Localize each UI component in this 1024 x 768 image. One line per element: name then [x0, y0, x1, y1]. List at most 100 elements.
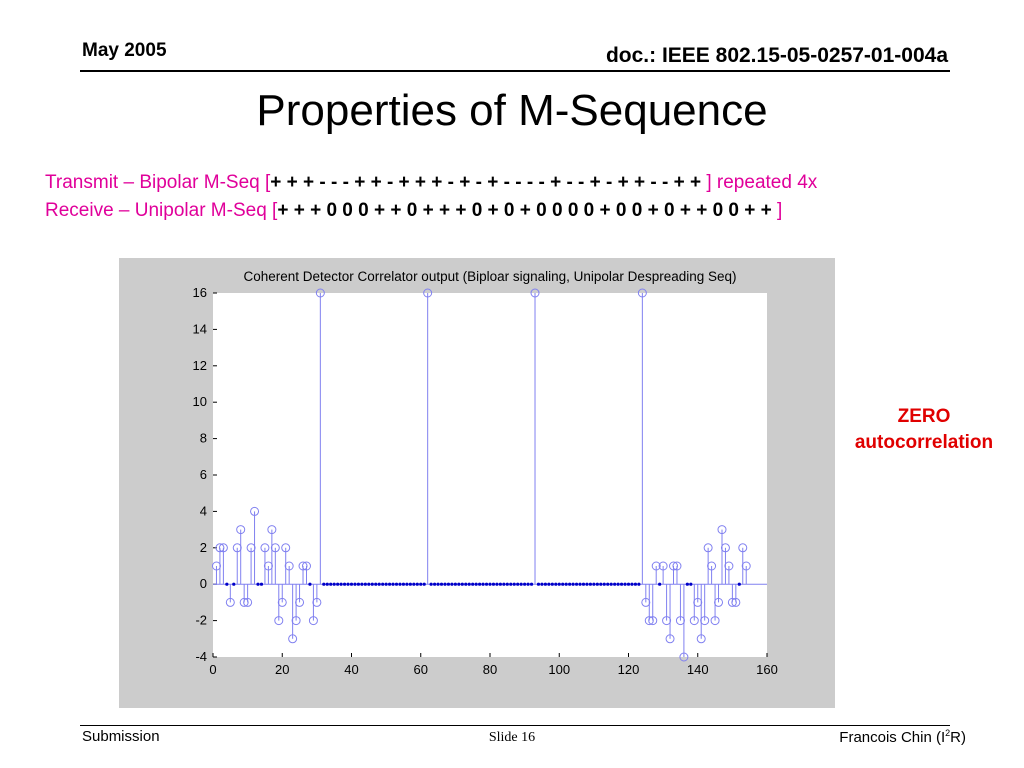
- stem-marker: [717, 525, 727, 535]
- stem-marker-zero: [588, 582, 593, 586]
- stem-marker: [281, 543, 291, 553]
- stem-marker: [267, 525, 277, 535]
- stem-marker-zero: [353, 582, 357, 586]
- stem-marker-zero: [339, 582, 343, 586]
- stem-marker: [301, 561, 311, 571]
- stem-marker-zero: [616, 582, 620, 586]
- stem-marker-zero: [609, 582, 613, 586]
- stem-marker-zero: [412, 582, 416, 586]
- stem-marker-zero: [401, 582, 406, 586]
- stem-marker-zero: [488, 582, 492, 586]
- stem-marker-zero: [429, 582, 433, 586]
- stem-marker-zero: [502, 582, 506, 586]
- stem-marker: [689, 616, 699, 626]
- stem-marker-zero: [505, 582, 509, 586]
- stem-marker-zero: [367, 582, 371, 586]
- stem-marker-zero: [453, 582, 457, 586]
- transmit-sequence: + + + - - - + + - + + + - + - + - - - - …: [270, 172, 702, 193]
- stem-marker-zero: [526, 582, 530, 586]
- stem-marker-zero: [595, 582, 599, 586]
- stem-marker-zero: [529, 582, 534, 586]
- stem-marker: [274, 616, 284, 626]
- header-date: May 2005: [82, 40, 167, 61]
- stem-marker-zero: [232, 582, 236, 586]
- stem-marker: [641, 597, 651, 607]
- stem-marker: [696, 634, 706, 644]
- stem-marker-zero: [637, 582, 641, 586]
- stem-marker: [232, 543, 242, 553]
- stem-marker-zero: [512, 582, 516, 586]
- zero-autocorrelation-note: ZERO autocorrelation: [838, 404, 1010, 456]
- stem-marker-zero: [547, 582, 551, 586]
- stem-marker: [693, 597, 703, 607]
- stem-marker-zero: [481, 582, 485, 586]
- stem-marker-zero: [394, 582, 399, 586]
- stem-marker-zero: [585, 582, 589, 586]
- correlator-chart: Coherent Detector Correlator output (Bip…: [193, 269, 778, 677]
- stem-marker: [720, 543, 730, 553]
- stem-marker-zero: [626, 582, 631, 586]
- stem-marker-zero: [571, 582, 575, 586]
- x-tick-label: 20: [275, 662, 289, 677]
- stem-marker-zero: [415, 582, 419, 586]
- stem-marker-zero: [602, 582, 606, 586]
- stem-marker-zero: [436, 582, 440, 586]
- stem-marker-zero: [405, 582, 409, 586]
- footer-author: Francois Chin (I2R): [839, 728, 966, 746]
- stem-marker-zero: [259, 582, 264, 586]
- stem-marker-zero: [446, 582, 451, 586]
- y-tick-label: 12: [193, 358, 207, 373]
- footer-author-sup: 2: [945, 728, 951, 738]
- stem-marker-zero: [439, 582, 444, 586]
- stem-marker-zero: [377, 582, 381, 586]
- stem-marker: [658, 561, 668, 571]
- stem-marker-zero: [523, 582, 527, 586]
- x-tick-label: 40: [344, 662, 358, 677]
- stem-marker-zero: [471, 582, 475, 586]
- stem-marker: [703, 543, 713, 553]
- stem-marker: [246, 543, 256, 553]
- stem-marker-zero: [329, 582, 333, 586]
- stem-marker: [714, 597, 724, 607]
- y-tick-label: 6: [200, 467, 207, 482]
- stem-marker-zero: [498, 582, 502, 586]
- stem-marker-zero: [516, 582, 520, 586]
- stem-marker-zero: [346, 582, 350, 586]
- y-tick-label: -4: [195, 649, 207, 664]
- stem-marker-zero: [332, 582, 336, 586]
- stem-marker-zero: [370, 582, 374, 586]
- plot-area: [213, 293, 767, 657]
- y-tick-label: 14: [193, 321, 207, 336]
- stem-marker: [215, 543, 225, 553]
- stem-marker-zero: [543, 582, 547, 586]
- stem-marker-zero: [464, 582, 468, 586]
- stem-marker: [270, 543, 280, 553]
- stem-marker-zero: [536, 582, 541, 586]
- stem-marker-zero: [561, 582, 565, 586]
- stem-marker-zero: [460, 582, 464, 586]
- stem-marker-zero: [349, 582, 354, 586]
- x-tick-label: 120: [618, 662, 640, 677]
- stem-marker-zero: [519, 582, 523, 586]
- annotation-line-2: autocorrelation: [854, 432, 994, 453]
- stem-marker-zero: [540, 582, 544, 586]
- stem-marker-zero: [491, 582, 496, 586]
- stem-marker-zero: [356, 582, 361, 586]
- stem-marker: [239, 597, 249, 607]
- stem-marker: [260, 543, 270, 553]
- footer-rule: [80, 725, 950, 726]
- stem-marker: [707, 561, 717, 571]
- receive-prefix: Receive – Unipolar M-Seq [: [45, 200, 278, 221]
- stem-marker: [675, 616, 685, 626]
- stem-marker: [665, 634, 675, 644]
- stem-marker-zero: [685, 582, 689, 586]
- stem-marker-zero: [387, 582, 392, 586]
- stem-marker-zero: [450, 582, 454, 586]
- stem-marker: [291, 616, 301, 626]
- stem-marker: [648, 616, 658, 626]
- stem-marker: [700, 616, 710, 626]
- stem-marker: [738, 543, 748, 553]
- stem-marker-zero: [613, 582, 617, 586]
- stem-marker-zero: [360, 582, 364, 586]
- x-tick-label: 160: [756, 662, 778, 677]
